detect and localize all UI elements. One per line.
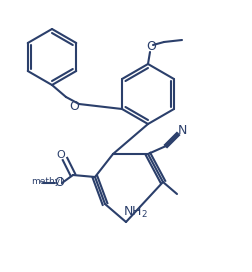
Text: O: O	[69, 100, 79, 113]
Text: O: O	[145, 41, 155, 54]
Text: methyl: methyl	[31, 177, 63, 186]
Text: O: O	[56, 150, 65, 160]
Text: N: N	[177, 123, 186, 137]
Text: NH$_2$: NH$_2$	[122, 205, 147, 220]
Text: O: O	[54, 177, 64, 190]
